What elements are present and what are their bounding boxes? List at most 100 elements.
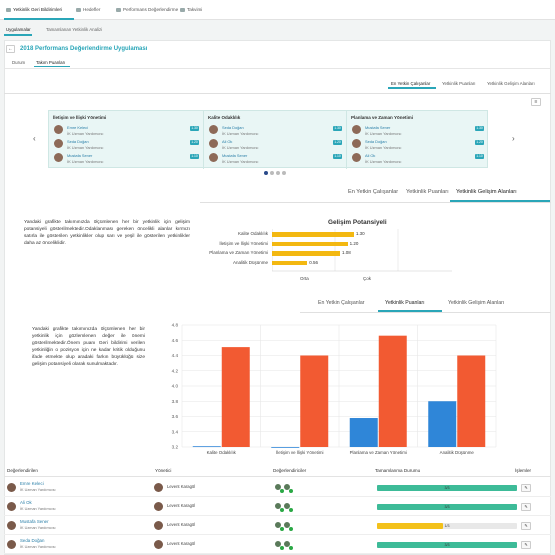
- divider: [300, 312, 551, 313]
- nav-label: Yetkinlik Geri Bildirimleri: [13, 7, 63, 12]
- table-row: Seda Doğan İK Uzman Yardımcısı Levent Kara…: [4, 535, 551, 554]
- menu-button[interactable]: ≡: [531, 98, 541, 106]
- evaluator-avatar: [274, 521, 282, 529]
- x-tick-label: Analitik Düşünme: [440, 450, 475, 455]
- manager-avatar: [154, 521, 163, 530]
- person-name[interactable]: Ali Ok: [222, 139, 233, 144]
- employee-name[interactable]: Seda Doğan: [20, 538, 45, 543]
- calendar-icon: [180, 7, 185, 12]
- progress-label: 3/3: [444, 505, 450, 509]
- manager-avatar: [154, 483, 163, 492]
- manager-name: Levent Karagöl: [167, 541, 196, 546]
- avatar: [54, 139, 63, 148]
- tab-competency-scores[interactable]: Yetkinlik Puanları: [442, 81, 476, 86]
- avatar: [209, 153, 218, 162]
- pagination-dot[interactable]: [264, 171, 268, 175]
- tab-development-areas[interactable]: Yetkinlik Gelişim Alanları: [448, 300, 505, 306]
- nav-feedback[interactable]: Yetkinlik Geri Bildirimleri: [6, 7, 62, 12]
- person-name[interactable]: Seda Doğan: [365, 139, 387, 144]
- y-tick-label: 3.2: [172, 445, 179, 450]
- nav-label: Hedefler: [83, 7, 101, 12]
- top-employees-carousel: İletişim ve İlişki Yönetimi Emre Keleci İ…: [48, 110, 488, 169]
- progress-fill: [377, 542, 517, 548]
- person-name[interactable]: Mustafa Sener: [365, 125, 391, 130]
- employee-name[interactable]: Mustafa Sener: [20, 519, 49, 524]
- person-name[interactable]: Emre Keleci: [67, 125, 88, 130]
- person-role: İK Uzman Yardımcısı: [365, 131, 402, 136]
- nav-goals[interactable]: Hedefler: [76, 7, 100, 12]
- tab-development-areas[interactable]: Yetkinlik Gelişim Alanları: [487, 81, 535, 86]
- nav-label: Takvimi: [187, 7, 203, 12]
- active-subtab-indicator: [4, 34, 32, 36]
- tab-top-employees[interactable]: En Yetkin Çalışanlar: [348, 189, 399, 195]
- person-name[interactable]: Seda Doğan: [222, 125, 244, 130]
- table-row: Mustafa Sener İK Uzman Yardımcısı Levent K…: [4, 516, 551, 535]
- score-badge: 1.30: [333, 126, 342, 131]
- person-role: İK Uzman Yardımcısı: [365, 159, 402, 164]
- person-row: Mustafa Sener İK Uzman Yardımcısı: [352, 125, 402, 136]
- bar: [272, 260, 308, 266]
- subtab-applications[interactable]: Uygulamalar: [6, 27, 31, 32]
- divider: [4, 68, 551, 69]
- avatar: [352, 125, 361, 134]
- evaluator-status-badge: [289, 527, 293, 531]
- tab-development-areas[interactable]: Yetkinlik Gelişim Alanları: [456, 189, 517, 195]
- scores-description: Yandaki grafikte takımınızda ölçümlenen …: [32, 327, 145, 367]
- evaluator-status-badge: [289, 489, 293, 493]
- active-tab-indicator: [450, 200, 550, 202]
- person-role: İK Uzman Yardımcısı: [67, 159, 104, 164]
- tab-top-employees[interactable]: En Yetkin Çalışanlar: [318, 300, 365, 306]
- y-tick-label: 3.4: [172, 429, 179, 434]
- carousel-next-button[interactable]: ›: [512, 134, 515, 143]
- score-badge: 1.20: [475, 140, 484, 145]
- pagination-dot[interactable]: [270, 171, 274, 175]
- completion-progress: 3/3: [377, 504, 517, 510]
- employee-name[interactable]: Ali Ok: [20, 500, 32, 505]
- progress-fill: [377, 523, 443, 529]
- column-divider: [203, 111, 204, 169]
- y-tick-label: 4.6: [172, 338, 179, 343]
- hamburger-icon: ≡: [534, 99, 538, 105]
- score-badge: 1.10: [333, 154, 342, 159]
- avatar: [54, 153, 63, 162]
- person-role: İK Uzman Yardımcısı: [222, 145, 259, 150]
- bar: [349, 418, 378, 447]
- carousel-prev-button[interactable]: ‹: [33, 134, 36, 143]
- target-icon: [76, 7, 81, 12]
- edit-button: ✎: [521, 541, 531, 549]
- data-label: 1.30: [355, 231, 365, 236]
- data-label: 1.20: [349, 240, 359, 246]
- person-name[interactable]: Mustafa Sener: [222, 153, 248, 158]
- active-tab-indicator: [34, 66, 70, 68]
- top-navigation: Yetkinlik Geri Bildirimleri Hedefler Per…: [0, 0, 555, 20]
- development-description: Yandaki grafikte takımınızda ölçümlenen …: [24, 220, 190, 246]
- person-role: İK Uzman Yardımcısı: [67, 131, 104, 136]
- completion-progress: 3/3: [377, 485, 517, 491]
- category-label: Planlama ve Zaman Yönetimi: [209, 250, 268, 256]
- tab-competency-scores[interactable]: Yetkinlik Puanları: [406, 189, 449, 195]
- column-header: İşlemler: [515, 468, 532, 473]
- manager-name: Levent Karagöl: [167, 522, 196, 527]
- column-heading: İletişim ve İlişki Yönetimi: [53, 115, 107, 120]
- tab-team-scores[interactable]: Takım Puanları: [36, 60, 66, 65]
- evaluator-status-badge: [289, 546, 293, 550]
- person-name[interactable]: Ali Ok: [365, 153, 376, 158]
- subtab-completed-analysis[interactable]: Tamamlanan Yetkinlik Analizi: [46, 27, 102, 32]
- tab-status[interactable]: Durum: [12, 60, 26, 65]
- employee-name[interactable]: Emre Keleci: [20, 481, 44, 486]
- pagination-dot[interactable]: [282, 171, 286, 175]
- employee-role: İK Uzman Yardımcısı: [20, 526, 56, 530]
- person-name[interactable]: Mustafa Sener: [67, 153, 93, 158]
- tab-competency-scores[interactable]: Yetkinlik Puanları: [385, 300, 425, 306]
- edit-button: ✎: [521, 522, 531, 530]
- tab-top-employees[interactable]: En Yetkin Çalışanlar: [391, 81, 431, 86]
- nav-calendar[interactable]: Takvimi: [180, 7, 202, 12]
- active-tab-indicator: [378, 310, 442, 312]
- nav-performance[interactable]: Performans Değerlendirme: [116, 7, 178, 12]
- score-badge: 1.20: [190, 140, 199, 145]
- pagination-dot[interactable]: [276, 171, 280, 175]
- manager-avatar: [154, 540, 163, 549]
- person-name[interactable]: Seda Doğan: [67, 139, 89, 144]
- back-button[interactable]: ←: [6, 45, 15, 53]
- bar: [192, 446, 221, 448]
